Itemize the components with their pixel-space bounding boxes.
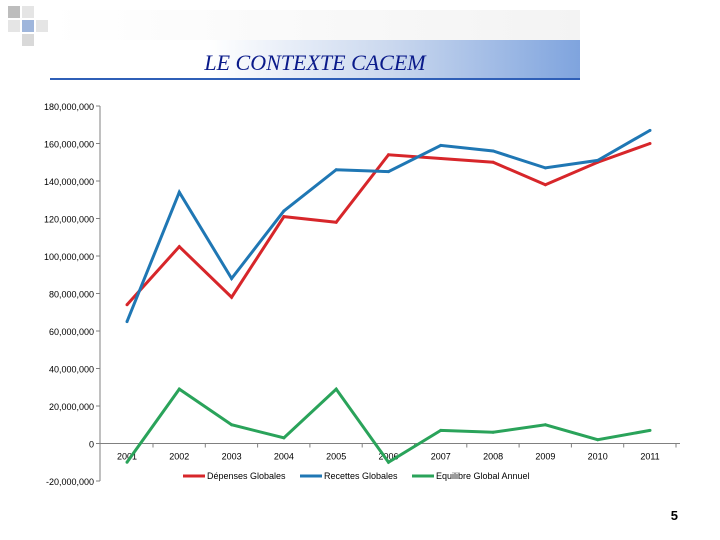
data-point [230, 295, 234, 299]
y-tick-label: 160,000,000 [44, 140, 94, 150]
y-tick-label: -20,000,000 [46, 477, 94, 487]
series-line-1 [125, 129, 651, 323]
x-tick-label: 2003 [222, 452, 242, 462]
data-point [648, 428, 652, 432]
page-number: 5 [670, 508, 678, 523]
data-point [491, 430, 495, 434]
data-point [543, 423, 547, 427]
title-underline [50, 78, 580, 80]
slide-title: LE CONTEXTE CACEM [204, 50, 426, 75]
x-tick-label: 2005 [326, 452, 346, 462]
data-point [125, 320, 129, 324]
x-tick-label: 2001 [117, 452, 137, 462]
data-point [648, 142, 652, 145]
legend-label: Dépenses Globales [207, 471, 286, 481]
data-point [177, 190, 181, 194]
data-point [387, 170, 390, 174]
data-point [596, 438, 600, 442]
data-point [177, 387, 181, 391]
x-tick-label: 2007 [431, 452, 451, 462]
data-point [282, 215, 286, 219]
y-tick-label: 80,000,000 [49, 290, 94, 300]
data-point [387, 153, 390, 157]
data-point [439, 428, 443, 432]
y-tick-label: 180,000,000 [44, 102, 94, 112]
y-tick-label: 40,000,000 [49, 365, 94, 375]
corner-squares-decoration [8, 6, 48, 46]
x-tick-label: 2006 [378, 452, 398, 462]
data-point [491, 160, 495, 164]
x-tick-label: 2004 [274, 452, 294, 462]
data-point [334, 387, 338, 391]
data-point [543, 166, 547, 170]
x-tick-label: 2002 [169, 452, 189, 462]
y-tick-label: 120,000,000 [44, 215, 94, 225]
data-point [596, 158, 600, 162]
x-tick-label: 2010 [588, 452, 608, 462]
x-tick-label: 2009 [535, 452, 555, 462]
data-point [491, 149, 495, 153]
data-point [282, 436, 286, 440]
data-point [125, 303, 129, 307]
data-point [230, 423, 234, 427]
legend-label: Recettes Globales [324, 471, 398, 481]
data-point [125, 460, 129, 464]
title-band: LE CONTEXTE CACEM [50, 10, 580, 78]
data-point [177, 245, 181, 249]
y-tick-label: 100,000,000 [44, 252, 94, 262]
data-point [230, 277, 234, 280]
y-tick-label: 20,000,000 [49, 402, 94, 412]
data-point [439, 143, 443, 147]
legend-label: Equilibre Global Annuel [436, 471, 530, 481]
data-point [439, 157, 443, 160]
y-tick-label: 140,000,000 [44, 177, 94, 187]
y-tick-label: 60,000,000 [49, 327, 94, 337]
data-point [543, 183, 547, 187]
series-line-0 [125, 142, 651, 306]
x-tick-label: 2008 [483, 452, 503, 462]
data-point [334, 168, 338, 172]
data-point [334, 220, 338, 224]
x-tick-label: 2011 [640, 452, 659, 462]
data-point [648, 128, 652, 132]
y-tick-label: 0 [89, 440, 94, 450]
data-point [282, 209, 286, 213]
data-point [387, 460, 390, 464]
